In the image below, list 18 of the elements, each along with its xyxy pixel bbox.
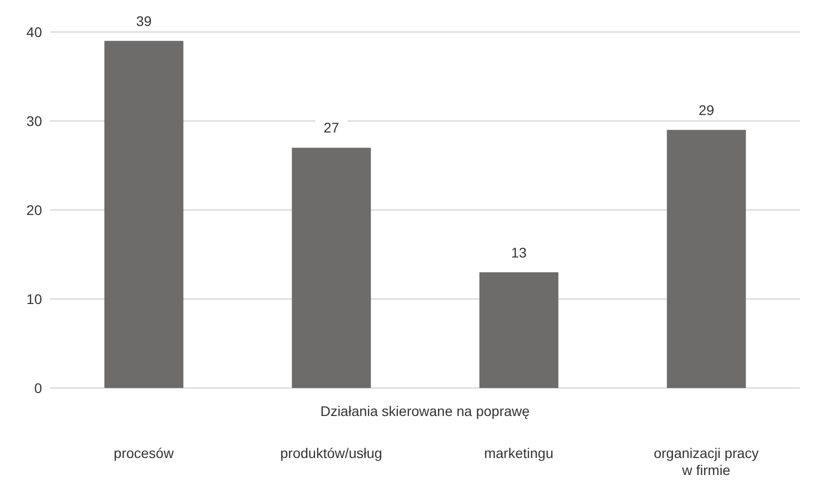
bar bbox=[292, 148, 371, 388]
data-label: 29 bbox=[698, 102, 714, 118]
x-tick-label: produktów/usług bbox=[280, 445, 382, 461]
bar bbox=[104, 40, 184, 388]
x-axis-title: Działania skierowane na poprawę bbox=[320, 402, 530, 419]
x-tick-label: organizacji pracy w firmie bbox=[654, 445, 759, 478]
x-tick-label: marketingu bbox=[484, 445, 554, 461]
data-label: 27 bbox=[324, 120, 340, 136]
bar bbox=[479, 272, 558, 388]
data-label: 13 bbox=[511, 244, 527, 260]
data-label: 39 bbox=[136, 12, 152, 29]
bar bbox=[666, 130, 746, 388]
y-tick-label: 30 bbox=[26, 112, 42, 129]
y-tick-label: 0 bbox=[34, 380, 42, 396]
y-tick-label: 10 bbox=[26, 290, 42, 307]
y-tick-label: 40 bbox=[26, 24, 42, 40]
x-tick-label: procesów bbox=[114, 445, 175, 461]
y-tick-label: 20 bbox=[26, 202, 42, 218]
